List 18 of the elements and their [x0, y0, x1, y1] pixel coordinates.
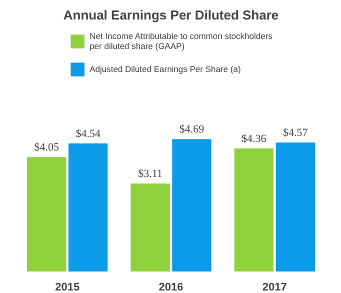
legend-label: Adjusted Diluted Earnings Per Share (a)	[90, 64, 241, 74]
bar	[234, 148, 274, 272]
bar	[27, 157, 66, 272]
bar	[276, 142, 315, 272]
bar	[172, 139, 212, 272]
chart-title: Annual Earnings Per Diluted Share	[63, 8, 279, 22]
data-label: $4.05	[34, 142, 60, 154]
x-tick-label: 2016	[158, 282, 184, 293]
data-label: $3.11	[138, 168, 162, 180]
x-tick-label: 2017	[262, 282, 287, 293]
legend-label: Net Income Attributable to common stockholders per diluted share (GAAP)	[90, 31, 272, 51]
data-label: $4.69	[179, 124, 205, 136]
bar	[130, 184, 170, 272]
data-label: $4.54	[76, 128, 101, 140]
data-label: $4.57	[283, 126, 308, 139]
data-label: $4.36	[242, 132, 267, 145]
x-tick-label: 2015	[55, 282, 80, 293]
bar	[68, 143, 108, 272]
